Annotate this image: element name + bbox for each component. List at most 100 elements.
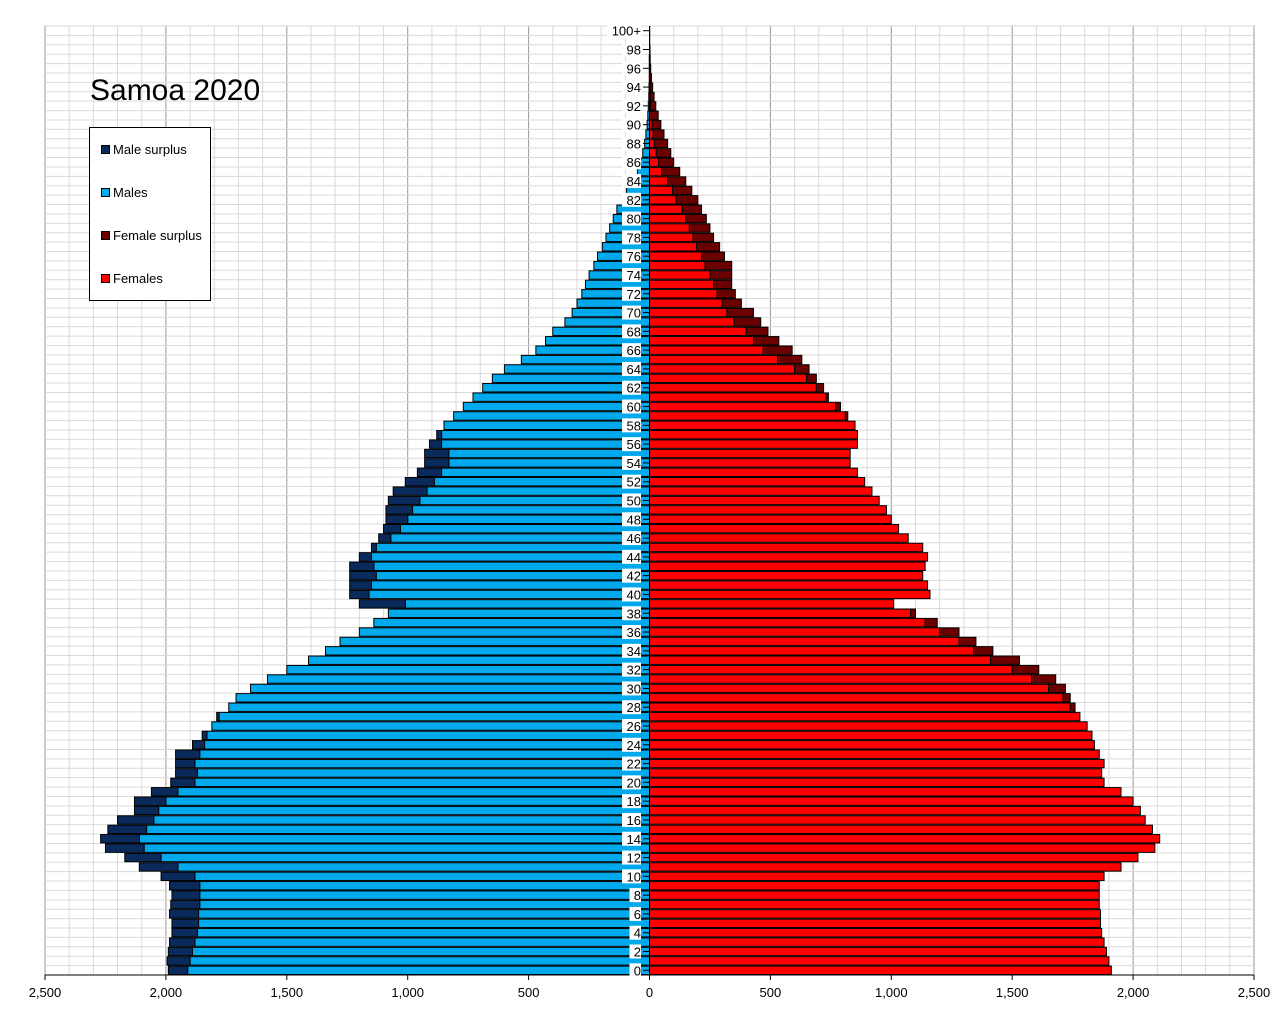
age-label: 86 xyxy=(627,155,641,170)
female-bar-age-38 xyxy=(649,608,912,618)
female-surplus-bar-age-78 xyxy=(692,232,715,243)
age-label-bg xyxy=(622,869,641,884)
male-bar-age-17 xyxy=(158,805,650,816)
female-bar-age-25 xyxy=(649,730,1093,741)
female-bar-age-50 xyxy=(649,495,880,506)
female-bar-age-6 xyxy=(649,909,1101,919)
male-surplus-bar-age-5 xyxy=(171,918,200,929)
female-bar-age-12 xyxy=(649,852,1139,863)
age-label: 64 xyxy=(627,362,641,377)
male-surplus-bar-age-11 xyxy=(138,862,179,872)
age-label-bg xyxy=(622,42,641,57)
female-surplus-bar-age-74 xyxy=(709,270,733,280)
age-label-bg xyxy=(622,98,641,113)
age-label: 100+ xyxy=(612,24,641,39)
x-tick-label: 1,000 xyxy=(391,985,424,1000)
male-surplus-bar-age-20 xyxy=(170,777,196,788)
age-label: 44 xyxy=(627,550,641,565)
female-bar-age-86 xyxy=(649,157,660,167)
age-label: 2 xyxy=(634,945,641,960)
age-label: 22 xyxy=(627,757,641,772)
chart-title: Samoa 2020 xyxy=(90,74,261,107)
male-surplus-bar-age-12 xyxy=(124,852,162,863)
male-bar-age-15 xyxy=(146,824,650,835)
male-surplus-bar-age-48 xyxy=(385,514,409,524)
female-surplus-bar-age-86 xyxy=(658,157,675,167)
female-bar-age-10 xyxy=(649,871,1105,882)
male-surplus-bar-age-0 xyxy=(167,965,189,975)
male-surplus-bar-age-22 xyxy=(175,758,196,769)
male-bar-age-29 xyxy=(235,693,650,703)
male-bar-age-5 xyxy=(198,918,650,929)
female-bar-age-82 xyxy=(649,195,677,205)
male-bar-age-20 xyxy=(194,777,651,788)
female-surplus-bar-age-36 xyxy=(939,627,960,637)
female-bar-age-67 xyxy=(649,336,754,346)
female-bar-age-29 xyxy=(649,693,1064,703)
female-bar-age-56 xyxy=(649,439,858,449)
age-label-bg xyxy=(622,568,641,583)
female-bar-age-17 xyxy=(649,805,1141,816)
male-surplus-bar-age-53 xyxy=(416,467,443,478)
male-surplus-bar-age-17 xyxy=(133,805,160,816)
male-bar-age-54 xyxy=(448,458,650,468)
male-surplus-bar-age-1 xyxy=(166,956,191,966)
female-bar-age-89 xyxy=(649,129,654,139)
x-tick-label: 0 xyxy=(646,985,653,1000)
female-surplus-bar-age-29 xyxy=(1062,693,1071,703)
female-bar-age-81 xyxy=(649,204,683,214)
age-label: 16 xyxy=(627,813,641,828)
male-surplus-bar-age-27 xyxy=(216,711,220,722)
age-label: 26 xyxy=(627,719,641,734)
male-bar-age-13 xyxy=(143,843,650,853)
female-surplus-bar-age-81 xyxy=(681,204,702,214)
female-surplus-bar-age-66 xyxy=(762,345,793,355)
male-surplus-bar-age-47 xyxy=(383,523,401,534)
legend-item-females: Females xyxy=(101,270,163,286)
female-bar-age-20 xyxy=(649,777,1105,788)
female-bar-age-37 xyxy=(649,617,926,628)
female-bar-age-69 xyxy=(649,317,735,327)
age-label-bg xyxy=(622,794,641,809)
male-bar-age-89 xyxy=(645,129,650,139)
male-surplus-bar-age-16 xyxy=(117,815,155,825)
age-label-bg xyxy=(629,888,641,903)
male-bar-age-9 xyxy=(199,881,650,891)
female-bar-age-26 xyxy=(649,721,1088,731)
female-surplus-bar-age-60 xyxy=(835,401,842,412)
age-label: 40 xyxy=(627,587,641,602)
female-surplus-bar-age-61 xyxy=(825,392,829,402)
female-bar-age-16 xyxy=(649,815,1146,825)
age-label-bg xyxy=(622,549,641,564)
female-bar-age-34 xyxy=(649,646,975,656)
age-label-bg xyxy=(629,963,641,978)
female-bar-age-60 xyxy=(649,401,837,412)
female-bar-age-23 xyxy=(649,749,1100,759)
age-label: 10 xyxy=(627,869,641,884)
age-label-bg xyxy=(629,925,641,940)
age-label: 38 xyxy=(627,606,641,621)
age-label: 28 xyxy=(627,700,641,715)
male-surplus-bar-age-6 xyxy=(169,909,200,919)
age-label: 4 xyxy=(634,926,641,941)
female-surplus-bar-age-79 xyxy=(688,223,711,233)
male-surplus-bar-age-52 xyxy=(404,477,435,487)
female-bar-age-28 xyxy=(649,702,1071,712)
female-bar-age-9 xyxy=(649,881,1100,891)
female-bar-age-18 xyxy=(649,796,1134,806)
legend-swatch-female-surplus xyxy=(101,230,110,240)
male-bar-age-56 xyxy=(441,439,650,449)
age-label-bg xyxy=(622,812,641,827)
female-bar-age-39 xyxy=(649,599,895,609)
female-bar-age-65 xyxy=(649,354,779,365)
male-surplus-bar-age-44 xyxy=(358,552,372,562)
male-surplus-bar-age-25 xyxy=(201,730,208,741)
age-label: 66 xyxy=(627,343,641,358)
male-bar-age-33 xyxy=(308,655,650,665)
male-bar-age-32 xyxy=(286,664,650,675)
male-bar-age-51 xyxy=(426,486,650,496)
male-bar-age-34 xyxy=(324,646,650,656)
age-label-bg xyxy=(607,23,641,38)
male-bar-age-41 xyxy=(370,580,650,590)
female-bar-age-36 xyxy=(649,627,941,637)
